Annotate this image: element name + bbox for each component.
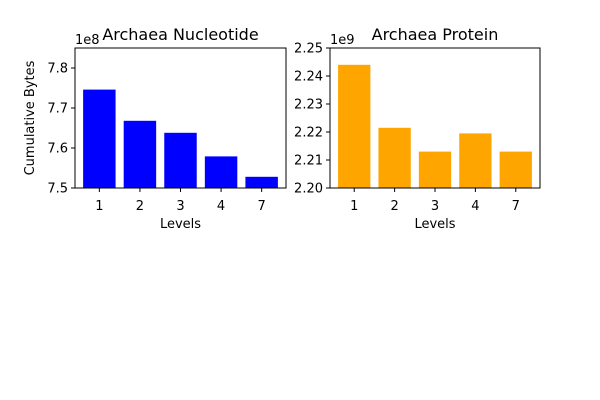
chart-archaea-nucleotide: 1 2 3 4 7 7.5 7.6 7.7 7.8 Archaea Nucleotide Lev… xyxy=(23,25,287,232)
y-axis-label: Cumulative Bytes xyxy=(23,60,38,175)
y-axis-offset-text: 1e8 xyxy=(75,33,100,48)
y-tick-label: 7.5 xyxy=(47,182,68,197)
bar-level-4 xyxy=(204,156,238,188)
y-axis-offset-text: 1e9 xyxy=(330,33,355,48)
y-tick-label: 7.8 xyxy=(47,62,68,77)
x-axis-label: Levels xyxy=(414,217,455,232)
bar-level-2 xyxy=(378,127,411,188)
y-tick-label: 2.24 xyxy=(294,70,323,85)
bar-level-7 xyxy=(499,151,532,188)
axes-frame xyxy=(74,47,287,189)
ticks-group: 1 2 3 4 7 2.20 2.21 2.22 2.23 2.24 2.25 xyxy=(294,42,520,215)
x-tick-label: 1 xyxy=(95,199,103,214)
x-tick-label: 7 xyxy=(258,199,266,214)
y-tick-label: 2.23 xyxy=(294,98,323,113)
chart-title: Archaea Nucleotide xyxy=(102,25,258,44)
x-tick-label: 3 xyxy=(176,199,184,214)
bars-group xyxy=(83,89,278,188)
bar-level-7 xyxy=(245,176,278,188)
bar-level-3 xyxy=(418,151,452,188)
x-tick-label: 7 xyxy=(512,199,520,214)
bar-level-2 xyxy=(123,120,157,188)
y-tick-label: 2.25 xyxy=(294,42,323,57)
bar-level-3 xyxy=(164,132,197,188)
x-tick-label: 3 xyxy=(431,199,439,214)
bars-group xyxy=(338,64,532,188)
y-tick-label: 2.21 xyxy=(294,154,323,169)
y-tick-label: 2.20 xyxy=(294,182,323,197)
y-tick-label: 7.6 xyxy=(47,142,68,157)
chart-archaea-protein: 1 2 3 4 7 2.20 2.21 2.22 2.23 2.24 2.25 Archaea Pr… xyxy=(294,25,541,232)
bar-level-1 xyxy=(338,64,371,188)
axes-frame xyxy=(329,47,541,189)
x-tick-label: 4 xyxy=(217,199,225,214)
y-tick-label: 7.7 xyxy=(47,102,68,117)
bar-level-4 xyxy=(459,133,492,188)
bar-level-1 xyxy=(83,89,116,188)
ticks-group: 1 2 3 4 7 7.5 7.6 7.7 7.8 xyxy=(47,62,265,215)
x-tick-label: 1 xyxy=(350,199,358,214)
x-tick-label: 2 xyxy=(136,199,144,214)
x-tick-label: 4 xyxy=(471,199,479,214)
chart-title: Archaea Protein xyxy=(372,25,499,44)
x-axis-label: Levels xyxy=(160,217,201,232)
x-tick-label: 2 xyxy=(390,199,398,214)
y-tick-label: 2.22 xyxy=(294,126,323,141)
